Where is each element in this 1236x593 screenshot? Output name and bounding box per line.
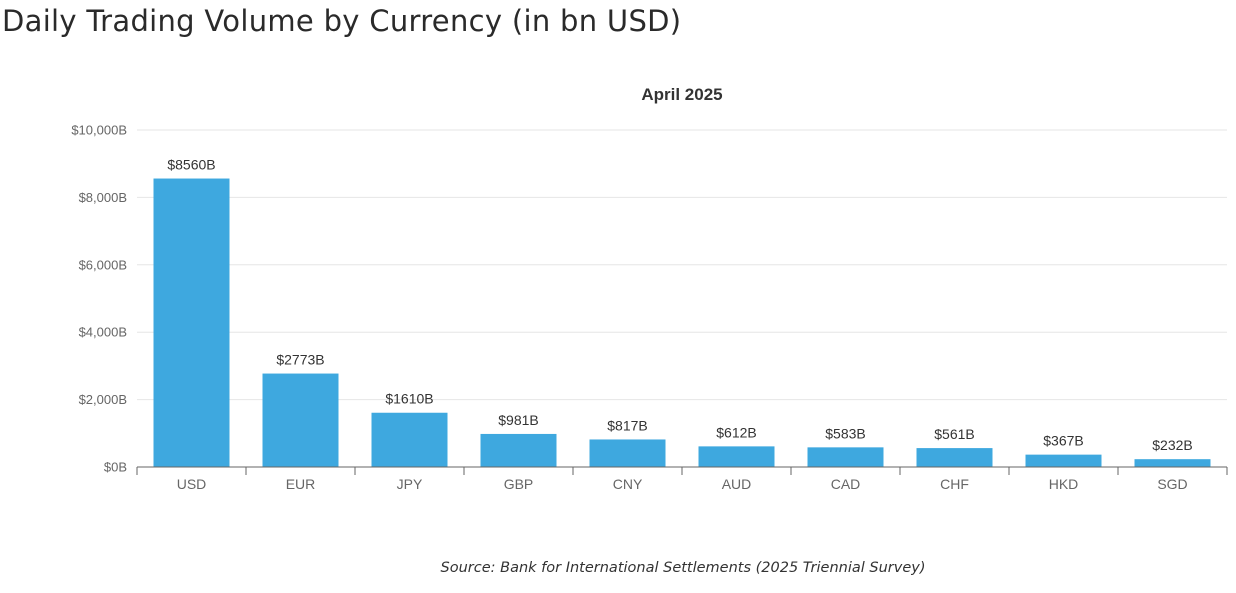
x-tick-label: CHF <box>940 476 969 492</box>
x-tick-label: USD <box>177 476 207 492</box>
x-axis <box>136 466 1228 475</box>
bar-usd[interactable] <box>153 178 230 467</box>
bar-aud[interactable] <box>698 446 775 467</box>
y-tick-label: $10,000B <box>71 123 127 138</box>
bar-cad[interactable] <box>807 447 884 467</box>
data-label: $561B <box>934 426 974 442</box>
data-label: $981B <box>498 412 538 428</box>
y-tick-label: $2,000B <box>79 392 127 407</box>
y-tick-label: $6,000B <box>79 257 127 272</box>
y-tick-label: $4,000B <box>79 325 127 340</box>
data-label: $583B <box>825 425 865 441</box>
x-tick-label: CAD <box>831 476 861 492</box>
bar-sgd[interactable] <box>1134 459 1211 467</box>
data-label: $8560B <box>167 157 215 173</box>
data-label: $2773B <box>276 352 324 368</box>
x-tick-label: EUR <box>286 476 316 492</box>
y-axis-ticks: $0B $2,000B $4,000B $6,000B $8,000B $10,000B <box>71 123 127 475</box>
bar-gbp[interactable] <box>480 433 557 467</box>
x-tick-label: JPY <box>397 476 423 492</box>
x-tick-label: HKD <box>1049 476 1079 492</box>
data-label: $367B <box>1043 433 1083 449</box>
bar-chf[interactable] <box>916 448 993 467</box>
data-label: $232B <box>1152 437 1192 453</box>
x-axis-ticks: USD EUR JPY GBP CNY AUD CAD CHF HKD SGD <box>177 476 1188 492</box>
y-tick-label: $8,000B <box>79 190 127 205</box>
x-tick-label: GBP <box>504 476 534 492</box>
bar-eur[interactable] <box>262 373 339 467</box>
data-label: $1610B <box>385 391 433 407</box>
y-tick-label: $0B <box>104 460 127 475</box>
x-tick-label: AUD <box>722 476 752 492</box>
chart-title: April 2025 <box>641 85 722 104</box>
x-tick-label: CNY <box>613 476 643 492</box>
bar-cny[interactable] <box>589 439 666 467</box>
page-title: Daily Trading Volume by Currency (in bn … <box>2 4 682 38</box>
data-labels: $8560B $2773B $1610B $981B $817B $612B $583B $5… <box>167 157 1192 454</box>
bar-jpy[interactable] <box>371 412 448 467</box>
x-tick-label: SGD <box>1157 476 1187 492</box>
data-label: $817B <box>607 417 647 433</box>
bar-hkd[interactable] <box>1025 454 1102 467</box>
source-note: Source: Bank for International Settlemen… <box>440 560 926 576</box>
data-label: $612B <box>716 424 756 440</box>
bars <box>153 178 1211 467</box>
